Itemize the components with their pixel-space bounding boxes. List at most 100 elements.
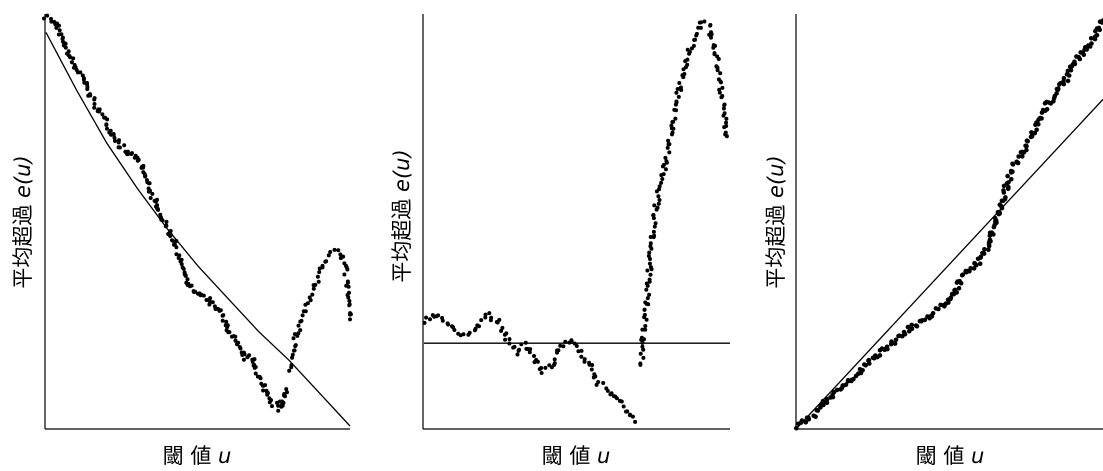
data-point (92, 105, 97, 110)
data-point (242, 352, 247, 357)
data-point (877, 353, 883, 358)
data-point (208, 296, 213, 301)
data-point (720, 85, 725, 90)
data-point (507, 337, 512, 342)
data-point (436, 313, 441, 318)
data-point (122, 143, 127, 148)
data-points-1 (42, 13, 353, 413)
data-point (677, 81, 682, 85)
data-point (298, 328, 303, 333)
data-point (851, 376, 856, 382)
data-point (1016, 154, 1021, 159)
data-point (922, 317, 928, 323)
data-point (672, 107, 677, 112)
data-point (720, 94, 725, 98)
data-point (179, 262, 184, 266)
data-point (512, 344, 517, 349)
data-point (245, 355, 250, 360)
data-point (282, 393, 286, 398)
data-point (303, 309, 308, 314)
data-point (614, 396, 619, 401)
data-point (652, 203, 657, 208)
data-point (803, 420, 809, 425)
data-point (345, 267, 350, 272)
data-point (495, 320, 500, 325)
data-point (147, 181, 152, 186)
data-point (678, 85, 683, 90)
data-point (709, 32, 714, 37)
data-point (719, 80, 723, 85)
x-axis-label-1: 閾 値 u (163, 444, 232, 468)
chart-panel-3: 平均超過 e(u) 閾 値 u (764, 14, 1103, 468)
data-point (1001, 188, 1006, 193)
data-point (65, 51, 69, 56)
data-point (345, 280, 350, 285)
data-point (168, 229, 173, 233)
data-point (648, 244, 653, 249)
data-point (997, 202, 1003, 207)
data-point (112, 135, 117, 140)
data-point (1037, 115, 1043, 121)
reference-line-3 (796, 98, 1103, 429)
data-point (645, 268, 650, 273)
data-point (164, 219, 169, 224)
data-point (579, 354, 584, 359)
data-point (1010, 162, 1016, 167)
data-point (977, 261, 983, 267)
x-axis-label-2: 閾 値 u (542, 444, 611, 468)
data-point (163, 224, 168, 229)
data-point (445, 321, 450, 326)
data-point (291, 336, 296, 341)
data-point (305, 301, 310, 306)
data-point (648, 265, 653, 270)
data-point (284, 387, 289, 392)
data-point (125, 152, 130, 157)
data-point (338, 252, 343, 257)
data-point (225, 323, 230, 328)
data-point (1076, 54, 1081, 60)
data-point (660, 177, 665, 181)
data-point (113, 139, 117, 143)
data-point (285, 390, 289, 395)
data-point (643, 327, 648, 332)
data-point (452, 328, 457, 332)
data-point (183, 273, 188, 278)
data-point (698, 25, 703, 30)
data-point (1061, 81, 1067, 87)
data-point (160, 218, 165, 223)
data-point (276, 403, 281, 408)
data-point (639, 335, 644, 340)
data-point (673, 116, 678, 121)
data-point (1089, 41, 1094, 46)
data-point (892, 341, 898, 346)
data-point (971, 266, 977, 271)
data-point (643, 324, 648, 328)
data-point (986, 243, 992, 249)
data-point (221, 313, 226, 318)
y-axis-label-1: 平均超過 e(u) (11, 155, 35, 288)
data-point (1068, 67, 1074, 73)
data-point (300, 313, 305, 318)
data-point (69, 60, 74, 65)
data-point (687, 49, 692, 54)
data-point (980, 250, 985, 256)
data-point (657, 198, 662, 202)
data-point (656, 194, 661, 199)
data-point (347, 299, 352, 303)
data-point (642, 312, 647, 317)
data-point (1036, 121, 1041, 127)
data-point (100, 112, 105, 117)
data-point (280, 399, 285, 404)
data-point (671, 119, 676, 124)
data-point (1005, 173, 1010, 179)
data-point (722, 103, 727, 108)
data-point (293, 343, 298, 348)
data-point (1006, 184, 1011, 190)
data-point (104, 122, 109, 127)
chart-panel-2: 平均超過 e(u) 閾 値 u (390, 14, 730, 468)
data-point (42, 16, 46, 21)
data-point (813, 414, 818, 420)
data-point (652, 233, 657, 238)
data-point (253, 371, 258, 376)
data-point (250, 357, 255, 362)
